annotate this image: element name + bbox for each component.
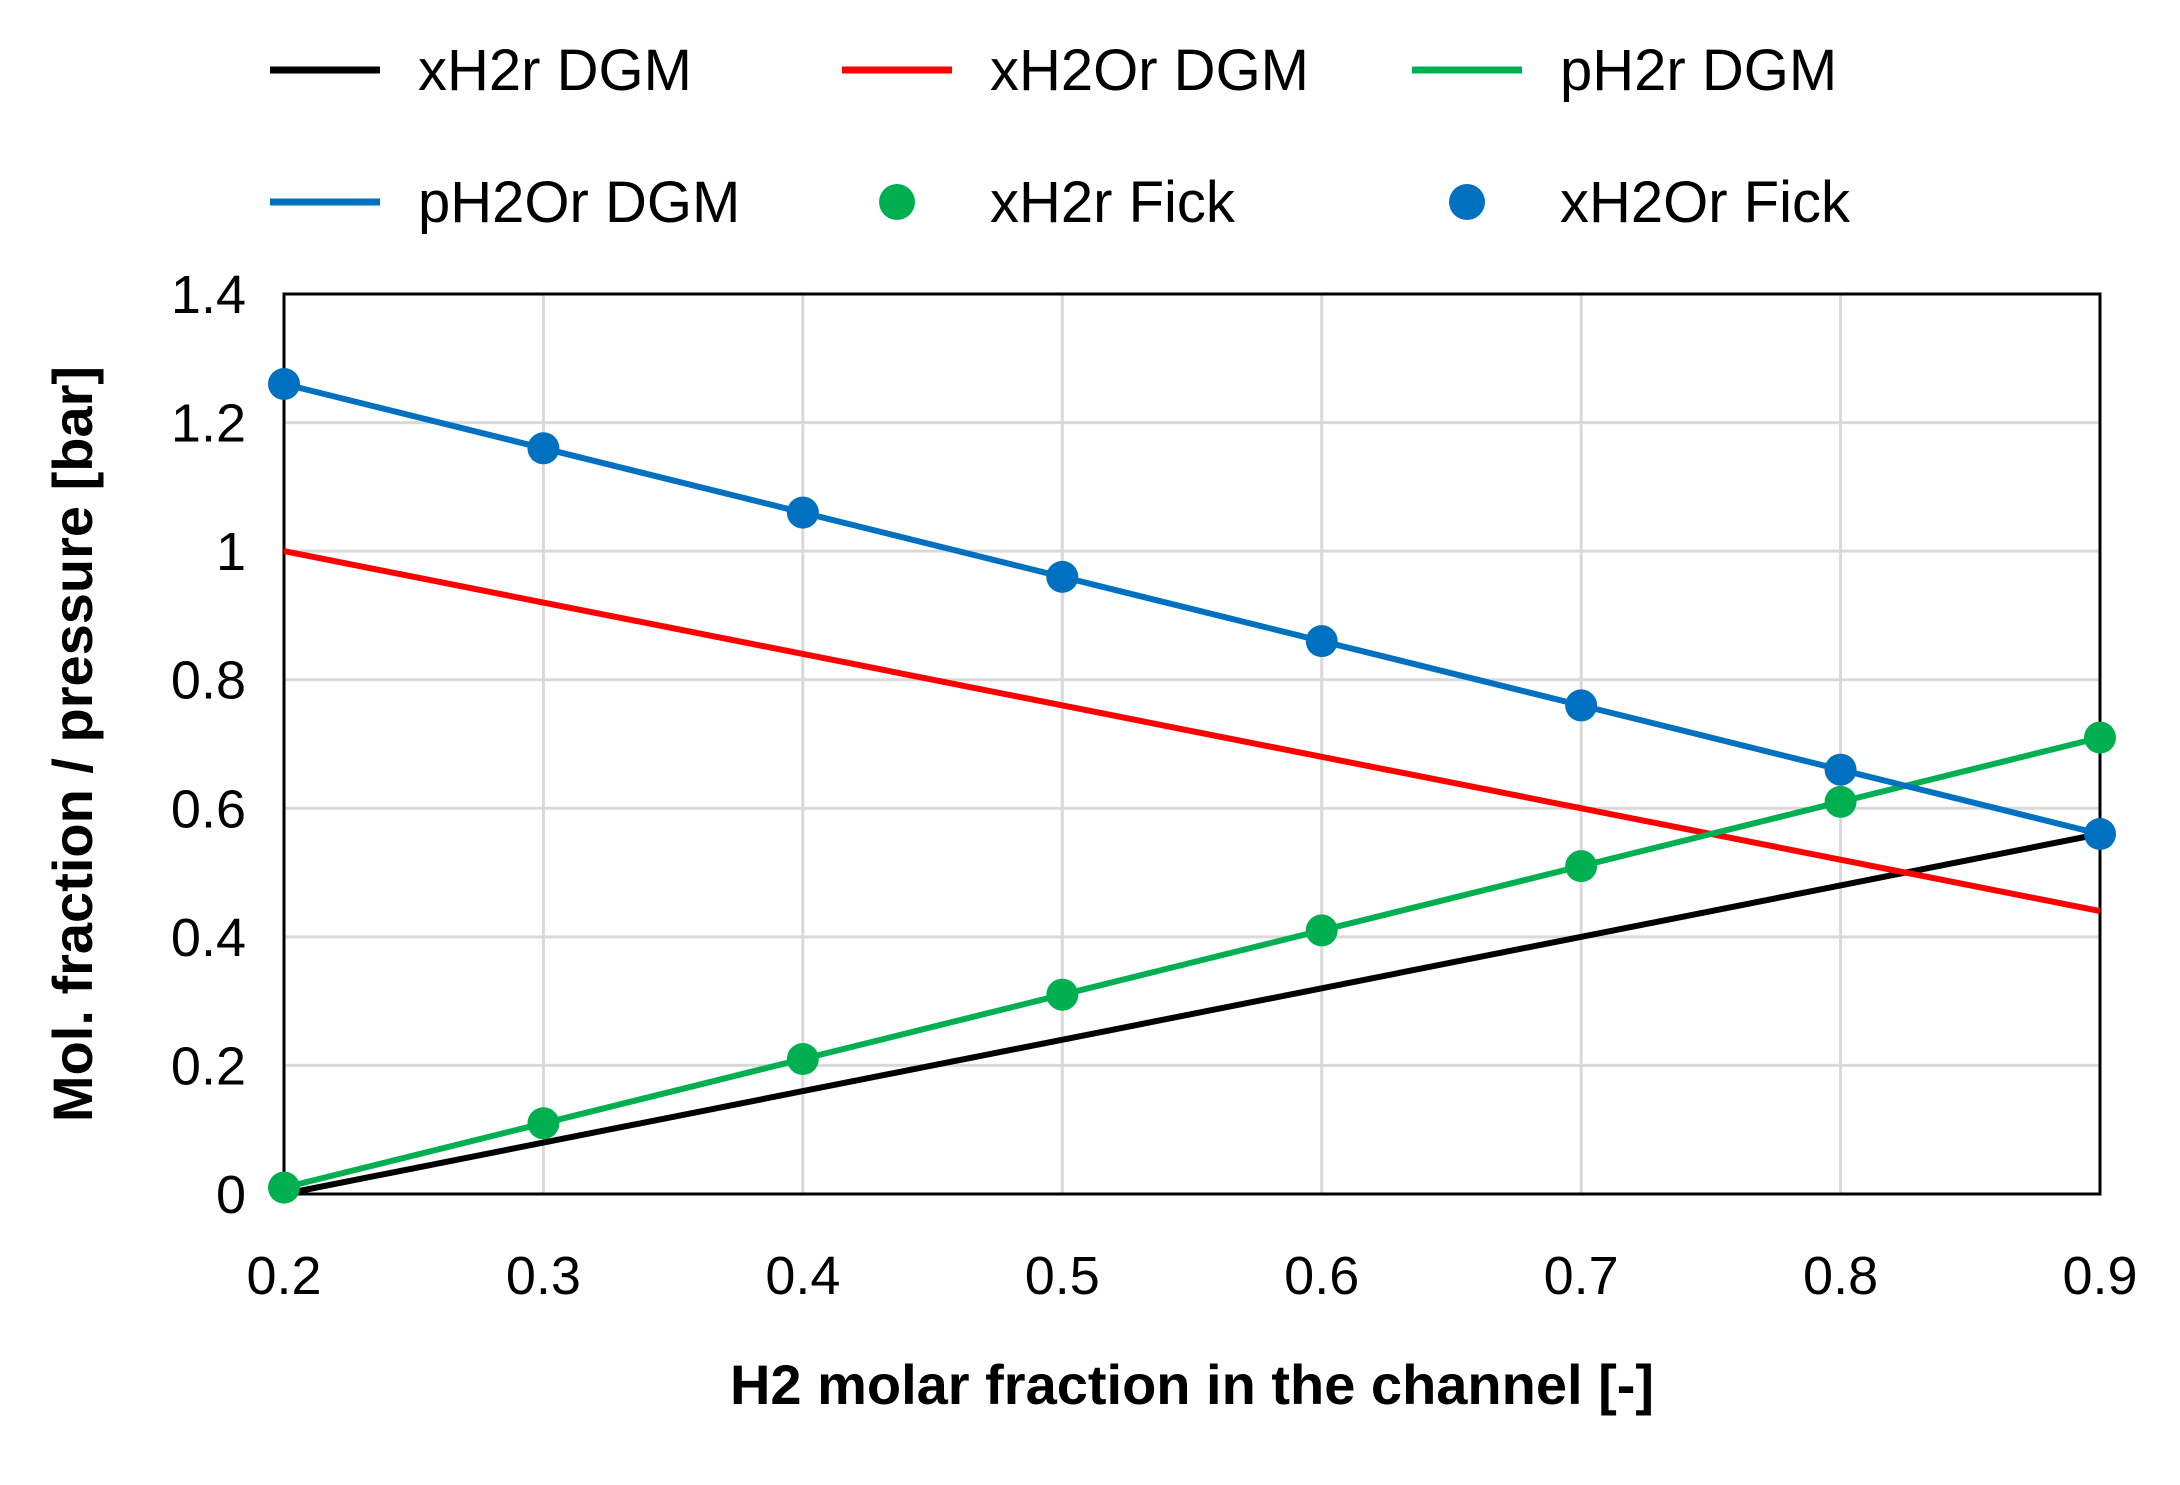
legend-label: xH2Or DGM [990, 38, 1309, 103]
plot-area-frame [282, 292, 2102, 1196]
series-line-0 [283, 831, 2101, 1197]
data-point-5 [786, 496, 819, 529]
x-tick-label: 0.7 [1544, 1246, 1619, 1306]
legend-label: pH2Or DGM [418, 170, 740, 235]
series-line-1 [283, 548, 2101, 915]
x-tick-label: 0.5 [1025, 1246, 1100, 1306]
x-tick-label: 0.4 [765, 1246, 840, 1306]
data-point-5 [1824, 753, 1857, 786]
y-axis-ticks: 0 0.2 0.4 0.6 0.8 1 1.2 1.4 [171, 265, 246, 1225]
y-tick-label: 0.6 [171, 779, 246, 839]
x-axis-title: H2 molar fraction in the channel [-] [730, 1353, 1654, 1416]
x-tick-label: 0.9 [2062, 1246, 2137, 1306]
legend-label: pH2r DGM [1560, 38, 1837, 103]
legend-item: xH2Or DGM [842, 38, 1309, 103]
data-point-5 [1046, 560, 1079, 593]
y-tick-label: 0 [216, 1165, 246, 1225]
data-point-4 [1565, 850, 1598, 883]
data-point-4 [527, 1107, 560, 1140]
y-axis-title: Mol. fraction / pressure [bar] [41, 366, 104, 1122]
legend-marker-swatch [879, 184, 915, 220]
series-line-3 [283, 381, 2101, 837]
legend-item: pH2Or DGM [270, 170, 740, 235]
data-point-4 [1824, 785, 1857, 818]
data-point-5 [268, 368, 300, 400]
legend-label: xH2Or Fick [1560, 170, 1851, 235]
series-line-2 [283, 734, 2101, 1191]
legend-label: xH2r Fick [990, 170, 1236, 235]
data-point-4 [2084, 721, 2116, 754]
y-tick-label: 0.4 [171, 908, 246, 968]
data-point-5 [527, 432, 560, 465]
data-point-5 [2084, 818, 2116, 850]
data-point-4 [1305, 914, 1338, 947]
x-tick-label: 0.6 [1284, 1246, 1359, 1306]
x-axis-ticks: 0.2 0.3 0.4 0.5 0.6 0.7 0.8 0.9 [246, 1246, 2137, 1306]
data-point-5 [1565, 689, 1598, 722]
legend-item: pH2r DGM [1412, 38, 1837, 103]
series-lines [283, 381, 2101, 1197]
x-tick-label: 0.8 [1803, 1246, 1878, 1306]
data-point-5 [1305, 625, 1338, 658]
y-tick-label: 1 [216, 522, 246, 582]
x-tick-label: 0.2 [246, 1246, 321, 1306]
legend-item: xH2r Fick [879, 170, 1236, 235]
y-tick-label: 1.2 [171, 394, 246, 454]
grid [282, 292, 2102, 1196]
y-tick-label: 0.8 [171, 651, 246, 711]
y-tick-label: 1.4 [171, 265, 246, 325]
y-tick-label: 0.2 [171, 1036, 246, 1096]
data-point-4 [786, 1043, 819, 1075]
legend: xH2r DGM xH2Or DGM pH2r DGM pH2Or DGM xH2r F… [270, 38, 1851, 235]
legend-marker-swatch [1449, 184, 1485, 220]
legend-label: xH2r DGM [418, 38, 692, 103]
legend-item: xH2Or Fick [1449, 170, 1851, 235]
data-point-4 [268, 1171, 300, 1204]
x-tick-label: 0.3 [506, 1246, 581, 1306]
legend-item: xH2r DGM [270, 38, 692, 103]
series-markers [268, 368, 2116, 1204]
data-point-4 [1046, 978, 1079, 1011]
